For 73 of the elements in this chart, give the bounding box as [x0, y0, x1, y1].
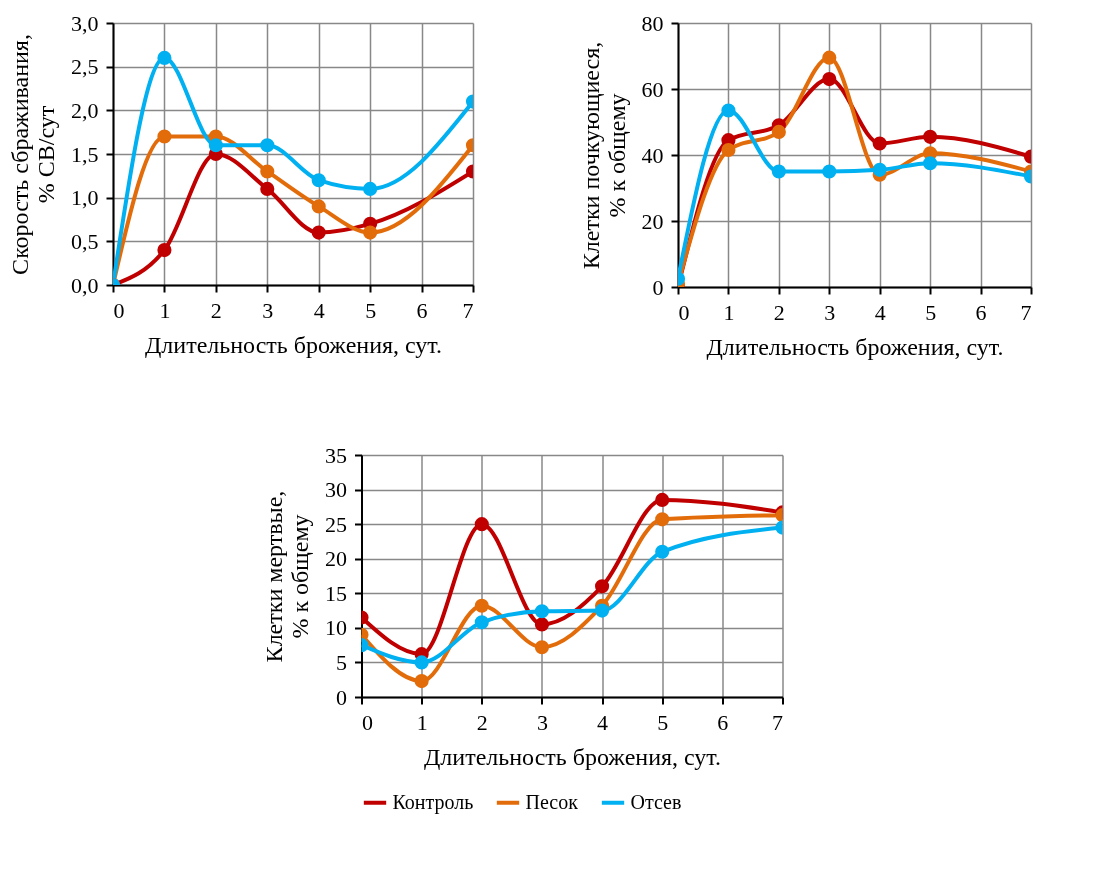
- point: [822, 164, 837, 179]
- y-tick-label: 20: [641, 208, 664, 234]
- x-tick-label: 6: [717, 709, 729, 735]
- point: [474, 598, 489, 613]
- x-tick-label: 3: [536, 709, 548, 735]
- x-axis-title: Длительность брожения, сут.: [144, 331, 443, 358]
- x-tick-label: 6: [416, 297, 428, 323]
- x-tick-label: 6: [975, 299, 987, 325]
- y-tick-label: 2,5: [71, 54, 99, 80]
- y-tick-label: 20: [325, 546, 347, 572]
- y-tick-label: 2,0: [71, 97, 99, 123]
- x-tick-label: 0: [678, 299, 690, 325]
- y-tick-label: 60: [641, 76, 664, 102]
- x-axis-title: Длительность брожения, сут.: [706, 333, 1004, 360]
- x-tick-label: 5: [365, 297, 377, 323]
- y-tick-label: 15: [325, 580, 347, 606]
- point: [822, 72, 837, 87]
- x-tick-label: 4: [313, 297, 325, 323]
- legend-label: Песок: [525, 790, 579, 813]
- y-tick-label: 3,0: [71, 10, 99, 36]
- x-tick-label: 2: [773, 299, 785, 325]
- point: [771, 124, 786, 139]
- x-tick-label: 3: [824, 299, 836, 325]
- point: [474, 615, 489, 630]
- point: [474, 517, 489, 532]
- point: [414, 655, 429, 670]
- x-tick-label: 7: [1020, 299, 1032, 325]
- y-tick-label: 10: [325, 615, 347, 641]
- x-tick-label: 2: [210, 297, 222, 323]
- point: [872, 162, 887, 177]
- legend-label: Контроль: [392, 790, 474, 814]
- point: [923, 156, 938, 171]
- x-axis-title: Длительность брожения, сут.: [423, 743, 722, 770]
- x-tick-label: 3: [262, 297, 274, 323]
- point: [771, 164, 786, 179]
- y-tick-label: 35: [325, 442, 347, 468]
- y-tick-label: 0,5: [71, 228, 99, 254]
- y-tick-label: 80: [641, 10, 664, 36]
- point: [872, 136, 887, 151]
- y-tick-label: 1,0: [71, 185, 99, 211]
- y-tick-label: 25: [325, 511, 347, 537]
- y-tick-label: 1,5: [71, 141, 99, 167]
- y-axis-title: Клетки почкующиеся, % к общему: [577, 41, 630, 270]
- point: [414, 674, 429, 689]
- x-tick-label: 0: [113, 297, 125, 323]
- x-tick-label: 2: [476, 709, 488, 735]
- y-axis-title: Скорость сбраживания, % СВ/сут: [7, 34, 59, 275]
- y-tick-label: 5: [336, 649, 347, 675]
- y-tick-label: 0: [336, 684, 347, 710]
- point: [534, 617, 549, 632]
- y-tick-label: 0: [652, 274, 664, 300]
- legend-label: Отсев: [630, 790, 682, 813]
- x-tick-label: 4: [874, 299, 886, 325]
- point: [534, 604, 549, 619]
- x-tick-label: 0: [362, 709, 373, 735]
- point: [595, 603, 610, 618]
- x-tick-label: 5: [925, 299, 937, 325]
- x-tick-label: 7: [772, 709, 783, 735]
- x-tick-label: 4: [597, 709, 609, 735]
- point: [721, 142, 736, 158]
- y-axis-title: Клетки мертвые, % к общему: [261, 490, 313, 663]
- y-tick-label: 0,0: [71, 272, 99, 298]
- x-tick-label: 1: [416, 709, 428, 735]
- point: [595, 579, 610, 594]
- y-tick-label: 40: [641, 142, 664, 168]
- point: [721, 103, 736, 118]
- x-tick-label: 1: [159, 297, 171, 323]
- point: [534, 640, 549, 655]
- x-tick-label: 1: [723, 299, 735, 325]
- x-tick-label: 7: [462, 297, 474, 323]
- y-tick-label: 30: [325, 477, 347, 503]
- point: [822, 50, 837, 65]
- point: [923, 129, 938, 144]
